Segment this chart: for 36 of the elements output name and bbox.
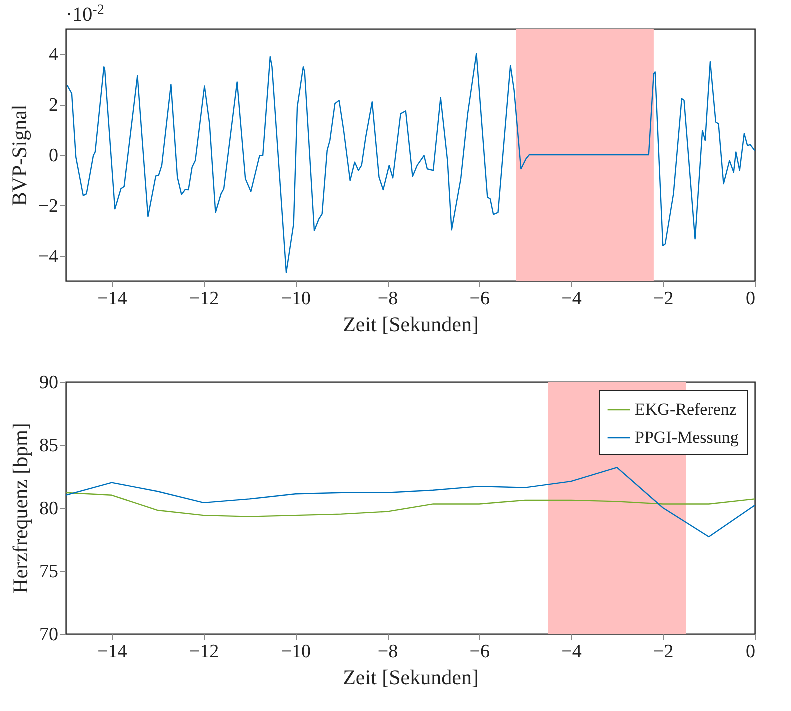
x-tick-label: −14 <box>98 288 128 310</box>
x-axis-title: Zeit [Sekunden] <box>343 312 479 336</box>
text: ·10$^{-2}$ <box>66 2 104 26</box>
y-tick-label: 85 <box>40 436 58 456</box>
x-tick-label: 0 <box>746 288 756 310</box>
x-tick-label: −10 <box>281 288 312 310</box>
x-tick-label: −8 <box>378 288 398 310</box>
line-series <box>66 53 755 274</box>
line-series <box>66 492 755 518</box>
x-tick-label: −8 <box>378 642 398 662</box>
line-series <box>66 467 755 538</box>
y-tick-label: 4 <box>49 44 59 66</box>
y-tick-label: 0 <box>49 146 58 166</box>
x-tick-label: −2 <box>654 288 674 310</box>
x-axis-title: Zeit [Sekunden] <box>343 666 479 690</box>
legend-label: EKG-Referenz <box>635 400 738 419</box>
x-tick-label: −4 <box>562 288 582 310</box>
legend-label: PPGI-Messung <box>635 428 740 447</box>
y-axis-title: BVP-Signal <box>7 104 32 206</box>
y-axis-title: Herzfrequenz [bpm] <box>8 423 32 594</box>
x-tick-label: 0 <box>746 642 756 662</box>
x-tick-label: −12 <box>189 288 220 310</box>
x-tick-label: −4 <box>562 642 582 662</box>
x-tick-label: −2 <box>654 642 674 662</box>
y-tick-label: −4 <box>38 246 59 268</box>
y-tick-label: 70 <box>40 624 58 646</box>
x-tick-label: −12 <box>189 642 220 662</box>
y-tick-label: 90 <box>40 372 58 394</box>
y-tick-label: 80 <box>40 498 58 520</box>
x-tick-label: −6 <box>470 642 490 662</box>
x-tick-label: −6 <box>470 288 490 310</box>
y-tick-label: −2 <box>38 196 58 217</box>
y-tick-label: 75 <box>40 562 58 582</box>
x-tick-label: −10 <box>281 642 312 662</box>
y-tick-label: 2 <box>49 95 58 116</box>
x-tick-label: −14 <box>98 642 128 662</box>
